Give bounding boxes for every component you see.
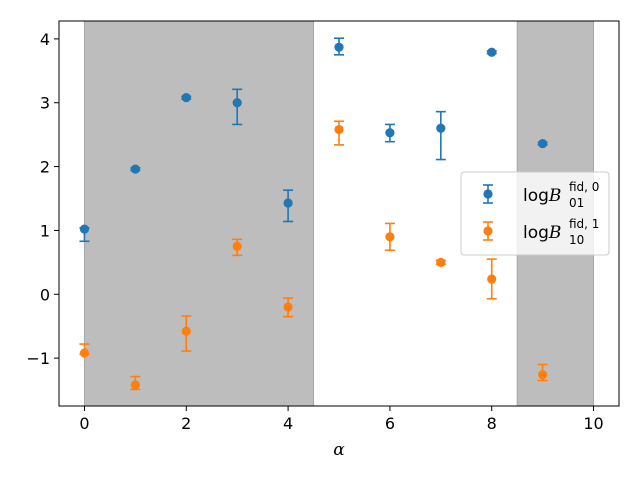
data-point-series-1 <box>232 241 242 251</box>
x-tick-label: 4 <box>283 414 293 433</box>
data-point-series-1 <box>487 274 497 284</box>
legend-handle-marker <box>483 226 493 236</box>
data-point-series-1 <box>334 124 344 135</box>
data-point-series-0 <box>181 93 191 103</box>
legend-subscript: 01 <box>569 196 584 210</box>
y-tick-label: 3 <box>40 94 50 113</box>
data-point-series-1 <box>436 257 446 267</box>
data-point-series-1 <box>385 232 395 242</box>
y-tick-label: −1 <box>26 349 50 368</box>
legend-box <box>460 171 610 256</box>
data-point-series-0 <box>385 128 395 138</box>
data-point-series-0 <box>538 138 548 149</box>
data-point-series-1 <box>130 380 140 390</box>
data-point-series-1 <box>283 302 293 312</box>
data-point-series-0 <box>487 47 497 57</box>
data-point-series-0 <box>130 164 140 174</box>
x-tick-label: 8 <box>487 414 497 433</box>
data-point-series-1 <box>538 370 548 380</box>
data-point-series-0 <box>334 42 344 52</box>
data-point-series-0 <box>79 224 90 234</box>
data-point-series-0 <box>436 123 446 133</box>
y-tick-label: 1 <box>40 221 50 240</box>
x-tick-label: 2 <box>181 414 191 433</box>
data-point-series-1 <box>79 348 90 358</box>
error-bar <box>435 110 446 161</box>
legend-label-0: logB <box>523 186 561 206</box>
x-tick-label: 0 <box>79 414 89 433</box>
legend-label-1: logB <box>523 223 561 243</box>
plot-frame <box>58 20 620 407</box>
legend-entry-1: logB fid, 1 10 <box>483 217 599 247</box>
y-tick-label: 0 <box>40 285 50 304</box>
legend-handle-marker <box>483 189 493 199</box>
data-point-series-0 <box>283 198 293 208</box>
y-tick-label: 2 <box>40 158 50 177</box>
x-axis-label: α <box>333 440 345 460</box>
x-tick-label: 6 <box>385 414 395 433</box>
legend-subscript: 10 <box>569 233 584 247</box>
legend-superscript: fid, 0 <box>569 180 599 194</box>
x-tick-label: 10 <box>583 414 603 433</box>
legend-superscript: fid, 1 <box>569 217 599 231</box>
y-tick-label: 4 <box>40 30 50 49</box>
data-point-series-1 <box>181 326 191 336</box>
legend: logB fid, 0 01 logB fid, 1 10 <box>460 171 610 256</box>
legend-entry-0: logB fid, 0 01 <box>483 180 599 210</box>
data-point-series-0 <box>232 98 242 108</box>
data-points <box>79 42 548 390</box>
shaded-region-0 <box>83 20 315 407</box>
